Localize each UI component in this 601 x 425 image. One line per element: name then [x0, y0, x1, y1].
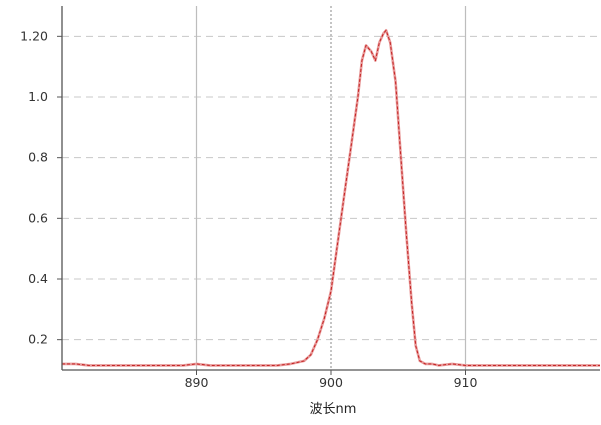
y-tick-label-3: 0.8: [28, 150, 48, 165]
axis-layer: 0.2 0.4 0.6 0.8 1.0 1.20 890 900 910: [20, 6, 600, 390]
series-layer: [62, 28, 600, 367]
y-tick-label-4: 1.0: [28, 89, 48, 104]
y-tick-label-5: 1.20: [20, 28, 48, 43]
y-tick-label-1: 0.4: [28, 271, 48, 286]
y-tick-label-0: 0.2: [28, 332, 48, 347]
x-tick-label-0: 890: [185, 375, 209, 390]
x-axis-title: 波长nm: [310, 402, 357, 417]
x-tick-label-2: 910: [454, 375, 478, 390]
y-tick-label-2: 0.6: [28, 210, 48, 225]
grid-layer: [62, 6, 600, 370]
x-tick-label-1: 900: [319, 375, 343, 390]
series-line-inner-0: [62, 29, 600, 366]
